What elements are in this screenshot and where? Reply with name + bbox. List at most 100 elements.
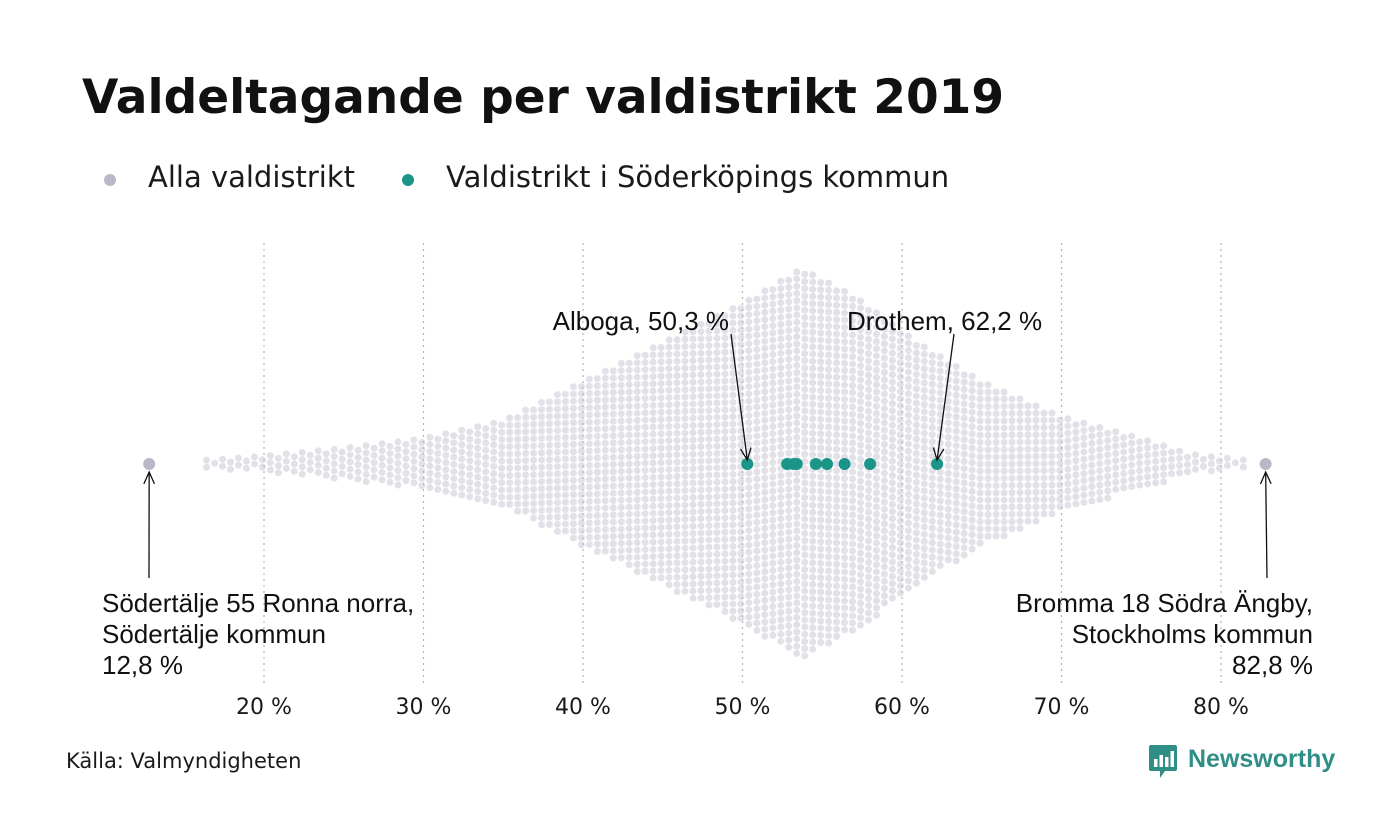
swarm-point <box>865 616 873 624</box>
swarm-point <box>801 565 809 573</box>
swarm-point <box>865 350 873 358</box>
swarm-point <box>1064 451 1072 459</box>
swarm-point <box>577 498 585 506</box>
swarm-point <box>1088 475 1096 483</box>
swarm-point <box>880 577 888 585</box>
swarm-point <box>833 632 841 640</box>
swarm-point <box>1064 458 1072 466</box>
swarm-point <box>777 429 785 437</box>
swarm-point <box>697 364 705 372</box>
swarm-point <box>633 510 641 518</box>
swarm-point <box>506 472 514 480</box>
swarm-point <box>617 482 625 490</box>
swarm-point <box>1024 503 1032 511</box>
swarm-point <box>761 575 769 583</box>
swarm-point <box>330 467 338 475</box>
swarm-point <box>689 565 697 573</box>
swarm-point <box>657 552 665 560</box>
swarm-point <box>817 603 825 611</box>
swarm-point <box>872 352 880 360</box>
swarm-point <box>673 436 681 444</box>
swarm-point <box>713 521 721 529</box>
swarm-point <box>474 495 482 503</box>
local-point <box>838 458 851 470</box>
swarm-point <box>546 506 554 514</box>
swarm-point <box>474 423 482 431</box>
swarm-point <box>1000 453 1008 461</box>
swarm-point <box>306 451 314 459</box>
swarm-point <box>753 490 761 498</box>
swarm-point <box>681 573 689 581</box>
swarm-point <box>857 297 865 305</box>
swarm-point <box>673 472 681 480</box>
swarm-point <box>737 376 745 384</box>
swarm-point <box>936 382 944 390</box>
swarm-point <box>266 466 274 474</box>
swarm-point <box>857 333 865 341</box>
swarm-point <box>553 448 561 456</box>
swarm-point <box>577 512 585 520</box>
swarm-point <box>753 425 761 433</box>
swarm-point <box>825 625 833 633</box>
swarm-point <box>880 549 888 557</box>
swarm-point <box>888 450 896 458</box>
swarm-point <box>1040 459 1048 467</box>
swarm-point <box>865 558 873 566</box>
swarm-point <box>593 526 601 534</box>
swarm-point <box>474 488 482 496</box>
swarm-point <box>793 649 801 657</box>
swarm-point <box>809 494 817 502</box>
swarm-point <box>984 431 992 439</box>
swarm-point <box>809 559 817 567</box>
swarm-point <box>769 574 777 582</box>
swarm-point <box>857 376 865 384</box>
swarm-point <box>418 453 426 461</box>
swarm-point <box>769 538 777 546</box>
swarm-point <box>538 514 546 522</box>
swarm-point <box>809 393 817 401</box>
swarm-point <box>609 554 617 562</box>
swarm-point <box>833 532 841 540</box>
swarm-point <box>673 580 681 588</box>
swarm-point <box>777 292 785 300</box>
swarm-point <box>849 576 857 584</box>
swarm-point <box>912 363 920 371</box>
swarm-point <box>1040 495 1048 503</box>
swarm-point <box>418 438 426 446</box>
legend-dot-local <box>402 174 414 186</box>
swarm-point <box>1136 438 1144 446</box>
swarm-point <box>769 473 777 481</box>
swarm-point <box>785 514 793 522</box>
swarm-point <box>833 366 841 374</box>
swarm-point <box>769 379 777 387</box>
swarm-point <box>801 407 809 415</box>
swarm-point <box>561 397 569 405</box>
swarm-point <box>857 362 865 370</box>
swarm-point <box>801 270 809 278</box>
swarm-point <box>857 614 865 622</box>
swarm-point <box>928 409 936 417</box>
swarm-point <box>777 313 785 321</box>
swarm-point <box>1160 442 1168 450</box>
swarm-point <box>865 371 873 379</box>
swarm-point <box>777 349 785 357</box>
swarm-point <box>737 319 745 327</box>
swarm-point <box>809 616 817 624</box>
swarm-point <box>857 535 865 543</box>
swarm-point <box>410 479 418 487</box>
swarm-point <box>817 322 825 330</box>
swarm-point <box>825 553 833 561</box>
swarm-point <box>896 409 904 417</box>
swarm-point <box>992 467 1000 475</box>
swarm-point <box>745 397 753 405</box>
swarm-point <box>721 593 729 601</box>
swarm-point <box>681 494 689 502</box>
swarm-point <box>330 453 338 461</box>
swarm-point <box>825 301 833 309</box>
swarm-point <box>745 383 753 391</box>
swarm-point <box>506 450 514 458</box>
swarm-point <box>841 518 849 526</box>
swarm-point <box>928 395 936 403</box>
swarm-point <box>673 422 681 430</box>
swarm-point <box>721 557 729 565</box>
